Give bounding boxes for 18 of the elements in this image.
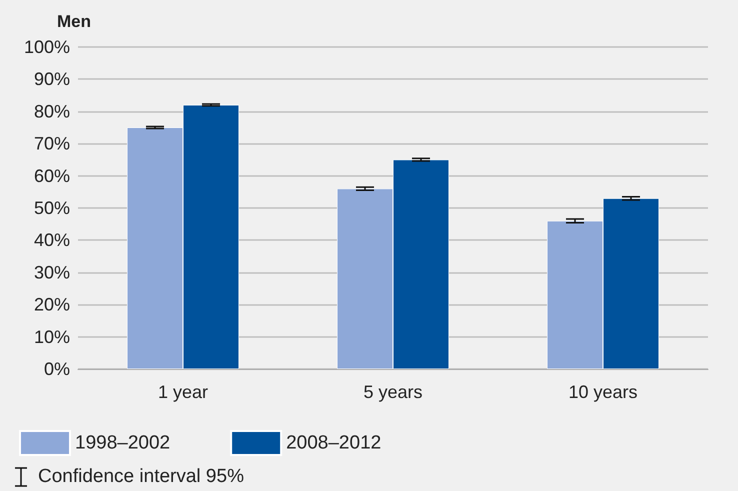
y-tick-label: 90% [34,69,70,90]
x-tick-label: 10 years [568,382,638,402]
text: Confidence interval 95% [38,466,244,488]
y-tick-label: 20% [34,294,70,315]
x-tick-label: 5 years [363,382,423,402]
y-tick-label: 0% [44,359,70,379]
y-tick-label: 40% [34,230,70,250]
y-tick-label: 60% [34,166,70,186]
chart-title: Men [57,12,91,31]
x-tick-label: 1 year [158,382,208,402]
legend-label: 1998–2002 [75,432,170,454]
legend-label: 2008–2012 [286,432,382,454]
y-tick-label: 100% [24,37,70,57]
y-tick-label: 10% [34,326,70,347]
y-tick-label: 70% [34,134,70,154]
y-tick-label: 50% [34,198,70,218]
y-tick-label: 80% [34,101,70,122]
y-tick-label: 30% [34,262,70,282]
